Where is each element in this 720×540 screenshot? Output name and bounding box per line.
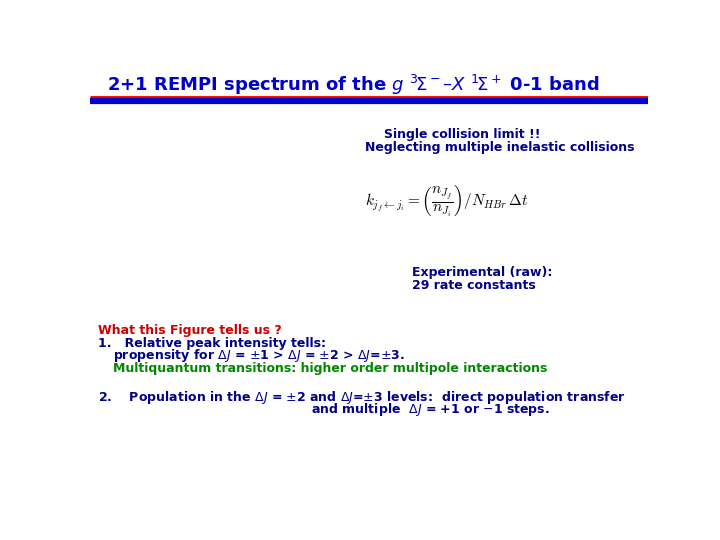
Text: Multiquantum transitions: higher order multipole interactions: Multiquantum transitions: higher order m… [113, 362, 548, 375]
Text: 2+1 REMPI spectrum of the $g$ $^3\!\Sigma^-$–$X$ $^1\!\Sigma^+$ 0-1 band: 2+1 REMPI spectrum of the $g$ $^3\!\Sigm… [107, 73, 600, 97]
Text: Experimental (raw):: Experimental (raw): [412, 266, 552, 279]
Text: 29 rate constants: 29 rate constants [412, 279, 536, 292]
Text: What this Figure tells us ?: What this Figure tells us ? [98, 324, 282, 337]
Text: $k_{j_f \leftarrow j_i} = \left(\dfrac{n_{J_f}}{n_{J_i}}\right) / N_{HBr}\,\Delt: $k_{j_f \leftarrow j_i} = \left(\dfrac{n… [365, 181, 528, 218]
Text: Single collision limit !!: Single collision limit !! [384, 127, 541, 140]
Text: 1.   Relative peak intensity tells:: 1. Relative peak intensity tells: [98, 337, 325, 350]
Text: 2.    Population in the $\Delta J$ = $\pm$2 and $\Delta J$=$\pm$3 levels:  direc: 2. Population in the $\Delta J$ = $\pm$2… [98, 389, 626, 406]
Text: propensity for $\Delta J$ = $\pm$1 > $\Delta J$ = $\pm$2 > $\Delta J$=$\pm$3.: propensity for $\Delta J$ = $\pm$1 > $\D… [113, 347, 405, 365]
Text: Neglecting multiple inelastic collisions: Neglecting multiple inelastic collisions [365, 141, 634, 154]
Text: and multiple  $\Delta J$ = +1 or $-$1 steps.: and multiple $\Delta J$ = +1 or $-$1 ste… [311, 401, 550, 418]
